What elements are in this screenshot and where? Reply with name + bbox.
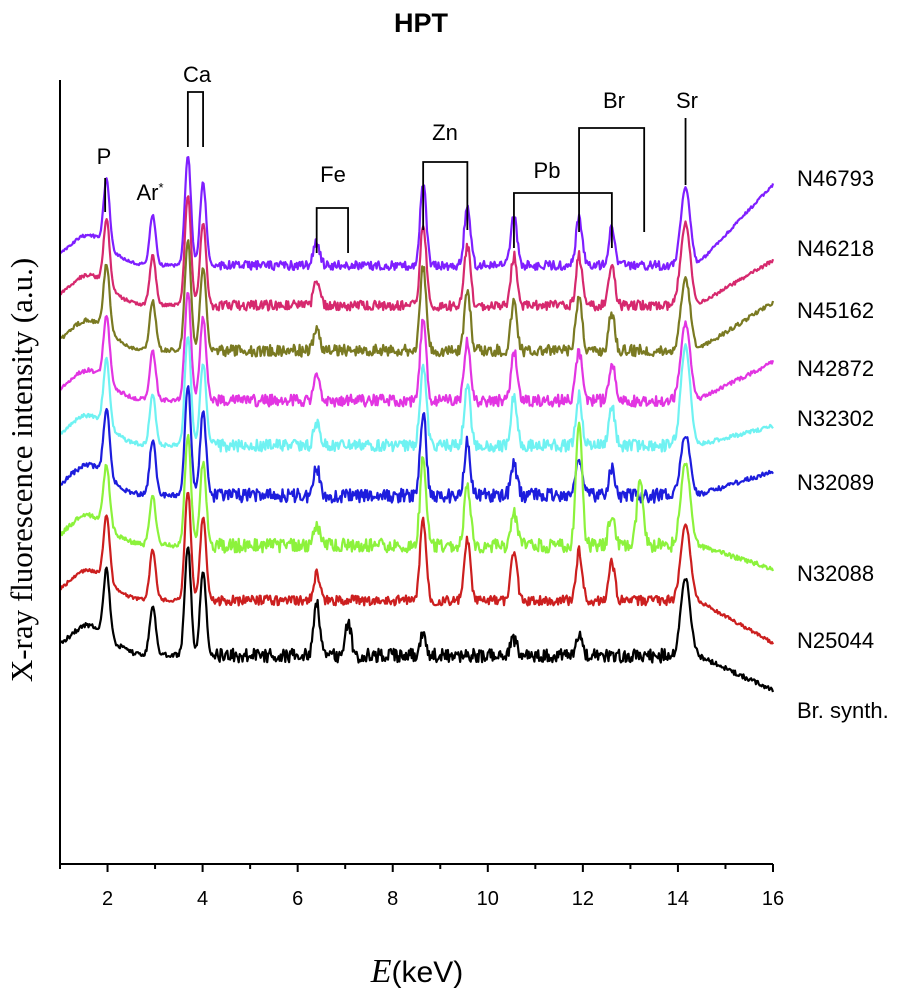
- series-line: [59, 385, 774, 504]
- series-label: N32302: [797, 406, 874, 431]
- series-line: [59, 336, 774, 453]
- series-label: N45162: [797, 298, 874, 323]
- marker-label: Br: [603, 88, 625, 113]
- x-tick-label: 12: [572, 888, 594, 910]
- svg-text:E(keV): E(keV): [370, 953, 463, 990]
- x-tick-label: 6: [292, 888, 303, 910]
- marker-bracket: [513, 192, 613, 248]
- series-line: [59, 421, 775, 572]
- marker-label: P: [97, 144, 112, 169]
- marker-bracket: [578, 127, 646, 232]
- series-label: N32088: [797, 561, 874, 586]
- marker-bracket: [315, 207, 349, 253]
- series-label: N46793: [797, 166, 874, 191]
- series-label: N25044: [797, 628, 874, 653]
- marker-zn: Zn: [422, 120, 469, 230]
- axes: [59, 80, 773, 865]
- marker-ar: Ar*: [136, 180, 163, 205]
- marker-bracket: [186, 91, 204, 147]
- x-tick-label: 14: [667, 888, 689, 910]
- x-axis-symbol: E: [370, 953, 392, 990]
- marker-pb: Pb: [513, 158, 613, 248]
- series-label: N46218: [797, 236, 874, 261]
- x-tick-label: 4: [197, 888, 208, 910]
- series-line: [59, 491, 774, 645]
- x-tick-label: 2: [102, 888, 113, 910]
- series-line: [59, 546, 775, 693]
- series-label: N42872: [797, 356, 874, 381]
- marker-label: Pb: [534, 158, 561, 183]
- series-line: [59, 195, 775, 312]
- x-tick-label: 8: [387, 888, 398, 910]
- marker-p: P: [97, 144, 112, 212]
- marker-label: Ca: [183, 62, 212, 87]
- x-axis-unit: (keV): [392, 956, 464, 989]
- y-axis-label: X-ray fluorescence intensity (a.u.): [4, 258, 39, 682]
- series-label: N32089: [797, 470, 874, 495]
- marker-ca: Ca: [183, 62, 212, 147]
- element-markers: P Ar* Ca Fe Zn Pb Br Sr: [97, 62, 698, 253]
- marker-label: Zn: [432, 120, 458, 145]
- marker-label: Fe: [320, 162, 346, 187]
- marker-br: Br: [578, 88, 646, 232]
- series-line: [59, 239, 775, 358]
- series-layer: [59, 156, 775, 693]
- marker-bracket: [422, 161, 469, 230]
- marker-label: Ar*: [136, 180, 163, 205]
- series-label: Br. synth.: [797, 698, 889, 723]
- chart-title: HPT: [394, 8, 449, 38]
- marker-sr: Sr: [676, 88, 698, 185]
- marker-fe: Fe: [315, 162, 349, 253]
- series-labels: N46793 N46218 N45162 N42872 N32302 N32089 N320…: [797, 166, 889, 723]
- series-line: [59, 292, 775, 408]
- x-tick-label: 16: [762, 888, 784, 910]
- series-line: [59, 156, 775, 271]
- marker-label-suffix: *: [158, 180, 163, 195]
- x-tick-label: 10: [477, 888, 499, 910]
- marker-label: Sr: [676, 88, 698, 113]
- x-ticks: 2 4 6 8 10 12 14 16: [59, 864, 784, 910]
- x-axis-label: E(keV): [370, 953, 463, 990]
